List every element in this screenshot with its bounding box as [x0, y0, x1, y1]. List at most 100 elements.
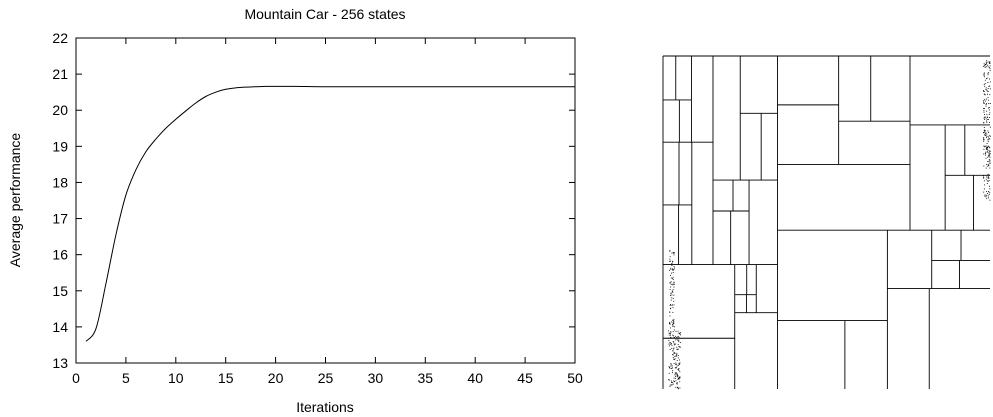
sample-dot: [678, 376, 680, 378]
sample-dot: [673, 352, 675, 354]
sample-dot: [672, 321, 674, 323]
sample-dot: [672, 370, 673, 372]
sample-dot: [668, 379, 669, 381]
sample-dot: [676, 360, 678, 362]
sample-dot: [673, 283, 675, 285]
sample-dot: [672, 311, 674, 313]
sample-dot: [983, 148, 985, 150]
sample-dot: [675, 386, 677, 388]
sample-dot: [987, 161, 989, 163]
sample-dot: [669, 322, 671, 323]
sample-dot: [673, 304, 675, 306]
sample-dot: [677, 336, 679, 338]
sample-dot: [669, 289, 671, 291]
sample-dot: [988, 164, 990, 166]
sample-dot: [673, 281, 675, 283]
sample-dot: [674, 339, 676, 341]
sample-dot: [987, 116, 989, 118]
sample-dot: [671, 347, 673, 349]
state-partition-map: [662, 55, 991, 390]
y-tick-label: 13: [52, 355, 68, 371]
sample-dot: [988, 177, 990, 179]
sample-dot: [672, 325, 674, 327]
sample-dot: [985, 194, 987, 196]
sample-dot: [987, 72, 989, 74]
sample-dot: [986, 137, 988, 139]
sample-dot: [985, 63, 987, 65]
sample-dot: [986, 133, 988, 135]
sample-dot: [986, 78, 987, 80]
sample-dot: [678, 363, 680, 365]
sample-dot: [679, 342, 681, 344]
sample-dot: [668, 330, 669, 332]
y-tick-label: 15: [52, 283, 68, 299]
sample-dot: [672, 276, 674, 278]
sample-dot: [675, 335, 677, 337]
sample-dot: [669, 341, 671, 343]
sample-dot: [675, 367, 677, 369]
sample-dot: [672, 323, 674, 325]
sample-dot: [672, 367, 673, 369]
sample-dot: [672, 270, 674, 271]
sample-dot: [988, 62, 990, 64]
sample-dot: [678, 339, 680, 341]
sample-dot: [986, 114, 988, 116]
sample-dot: [678, 388, 680, 390]
sample-dot: [672, 356, 674, 358]
sample-dot: [677, 387, 679, 389]
sample-dot: [677, 348, 679, 350]
sample-dot: [671, 368, 673, 370]
sample-dot: [674, 352, 676, 354]
sample-dot: [983, 145, 985, 147]
sample-dot: [673, 321, 675, 323]
y-tick-label: 21: [52, 66, 68, 82]
sample-dot: [670, 334, 671, 336]
sample-dot: [676, 382, 678, 384]
sample-dot: [985, 87, 987, 89]
sample-dot: [985, 64, 987, 66]
sample-dot: [989, 94, 991, 96]
sample-dot: [673, 267, 675, 269]
sample-dot: [669, 323, 671, 325]
sample-dot: [669, 385, 671, 387]
sample-dot: [673, 252, 675, 254]
sample-dot: [670, 331, 672, 333]
sample-dot: [671, 294, 673, 296]
sample-dot: [669, 367, 670, 369]
sample-dot: [679, 377, 681, 379]
sample-dot: [984, 154, 986, 156]
sample-dot: [986, 150, 988, 152]
sample-dot: [987, 81, 989, 83]
sample-dot: [669, 269, 670, 271]
sample-dot: [984, 94, 986, 96]
sample-dot: [669, 349, 671, 350]
sample-dot: [989, 150, 991, 152]
sample-dot: [983, 90, 984, 92]
sample-dot: [670, 277, 672, 279]
x-axis-label: Iterations: [296, 399, 354, 415]
sample-dot: [988, 155, 989, 157]
sample-dot: [674, 372, 676, 374]
sample-dot: [985, 132, 987, 134]
sample-dot: [987, 156, 989, 158]
sample-dot: [986, 176, 988, 178]
sample-dot: [668, 345, 670, 347]
sample-dot: [989, 126, 991, 128]
sample-dot: [986, 98, 988, 100]
sample-dot: [670, 307, 671, 309]
sample-dot: [983, 139, 985, 141]
sample-dot: [677, 344, 679, 346]
sample-dot: [985, 100, 987, 102]
sample-dot: [988, 185, 990, 187]
sample-dot: [677, 337, 678, 339]
y-tick-label: 22: [52, 30, 68, 46]
x-tick-label: 50: [567, 370, 583, 386]
sample-dot: [988, 155, 990, 157]
sample-dot: [678, 378, 680, 380]
sample-dot: [986, 63, 987, 65]
sample-dot: [669, 282, 671, 284]
sample-dot: [988, 114, 990, 116]
sample-dot: [987, 118, 989, 120]
sample-dot: [987, 197, 989, 199]
sample-dot: [984, 113, 985, 115]
